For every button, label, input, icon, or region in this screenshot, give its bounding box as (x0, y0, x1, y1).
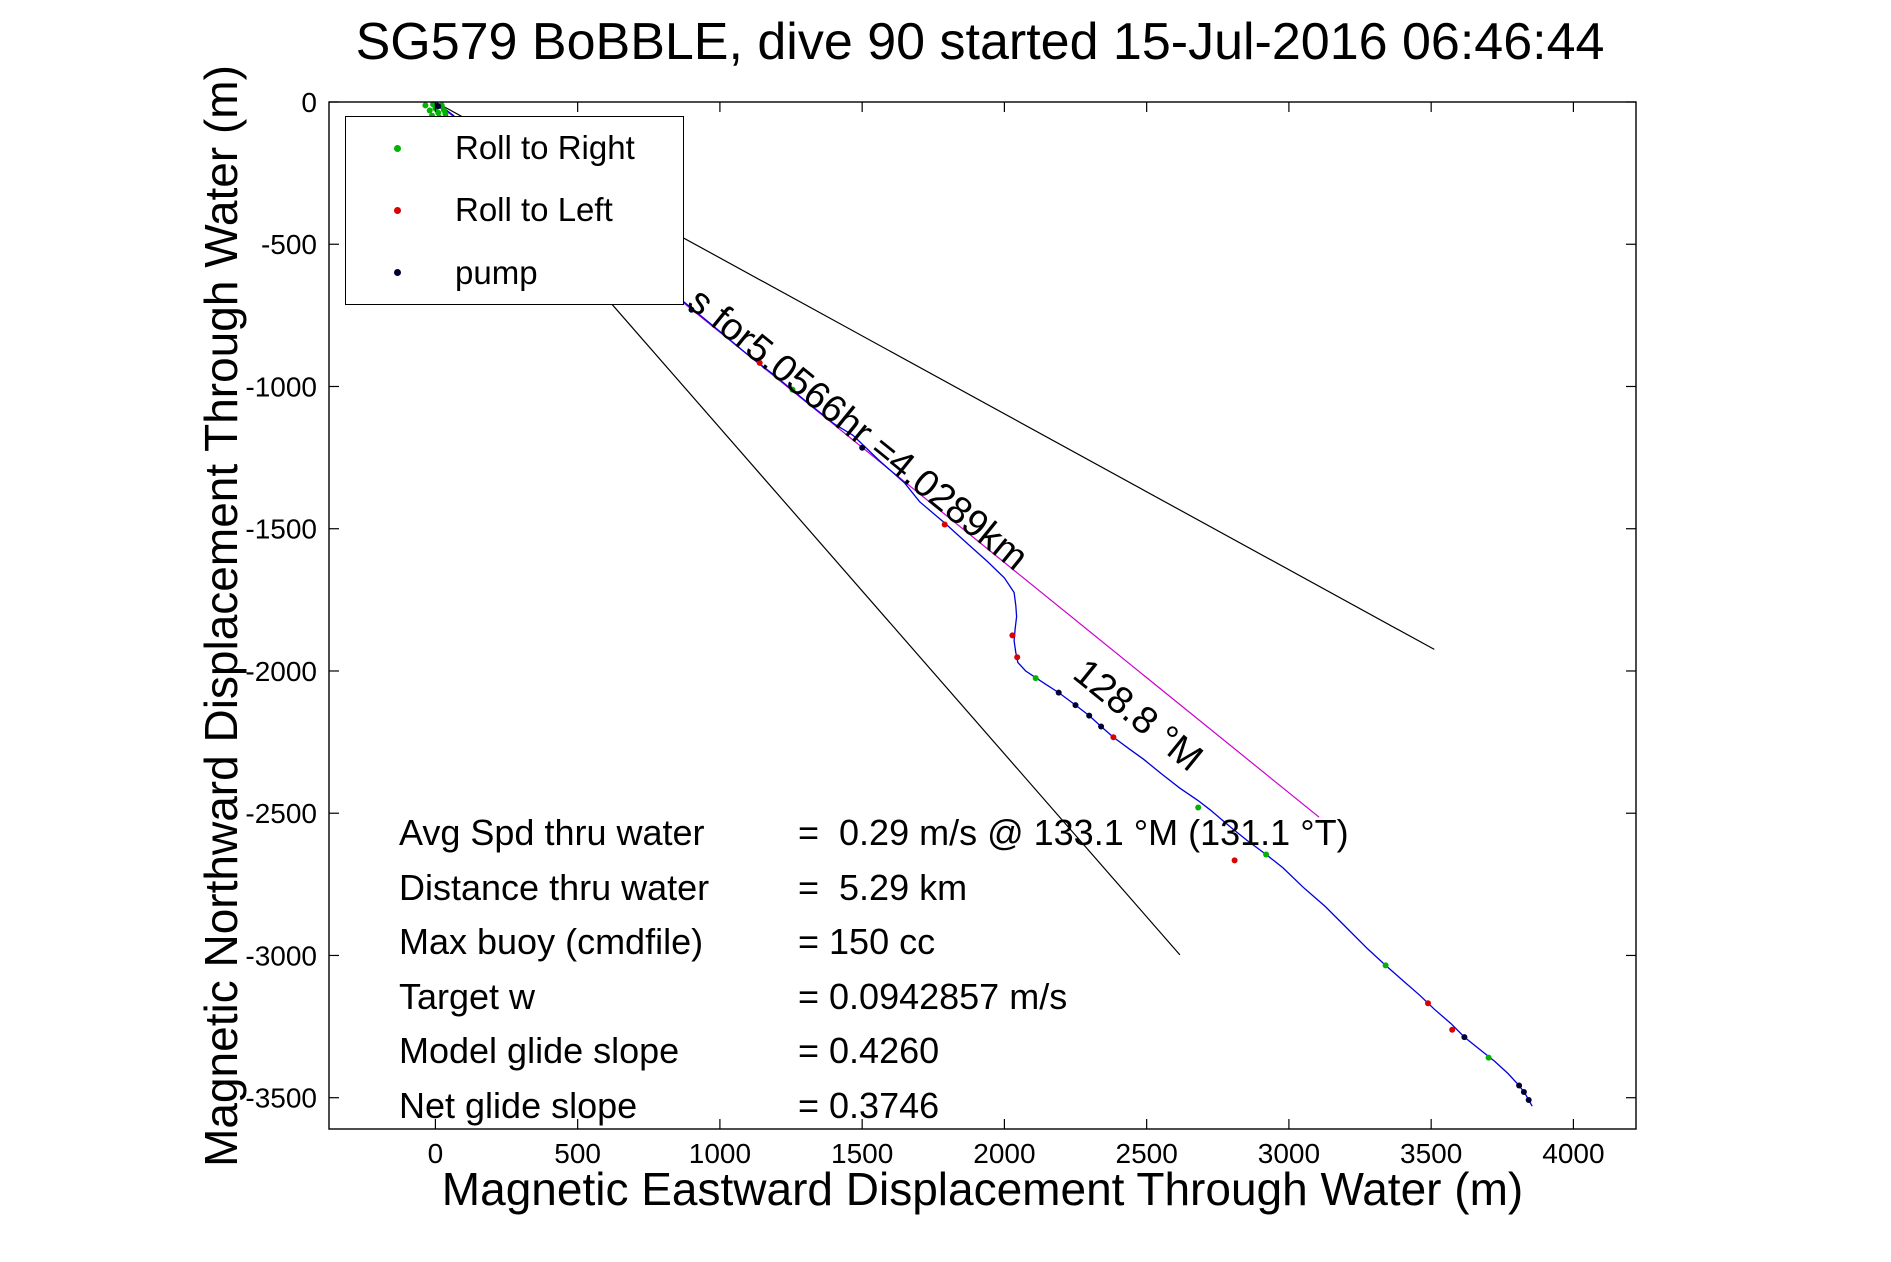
y-tick-label: -500 (261, 229, 317, 260)
event-dot (859, 444, 866, 451)
stat-value: = 150 cc (798, 921, 936, 963)
legend-item-roll-to-left: Roll to Left (346, 179, 683, 241)
event-dot (426, 107, 433, 114)
legend-label-pump: pump (455, 253, 538, 291)
x-axis-label: Magnetic Eastward Displacement Through W… (441, 1163, 1524, 1215)
legend-label-roll-to-left: Roll to Left (455, 191, 613, 229)
event-dot (1195, 804, 1202, 811)
event-dot (1525, 1097, 1532, 1103)
stat-value: = 0.4260 (798, 1030, 940, 1072)
event-dot (1009, 632, 1016, 639)
stat-value: = 0.3746 (798, 1084, 940, 1126)
y-tick-label: -1000 (245, 371, 317, 402)
stat-value: = 0.29 m/s @ 133.1 °M (131.1 °T) (798, 812, 1349, 853)
legend-item-roll-to-right: Roll to Right (346, 117, 683, 179)
pump-dot-icon (394, 269, 401, 277)
stat-label: Distance thru water (399, 866, 710, 908)
roll-to-left-dot-icon (394, 206, 401, 214)
x-tick-label: 3000 (1258, 1138, 1320, 1169)
stat-label: Target w (399, 975, 536, 1017)
roll-to-right-dot-icon (394, 144, 401, 152)
event-dot (1520, 1089, 1527, 1095)
event-dot (1461, 1034, 1468, 1041)
stat-row-net-glide-slope: Net glide slope = 0.3746 (399, 1085, 1349, 1140)
y-axis-label: Magnetic Northward Displacement Through … (195, 65, 247, 1167)
event-dot (422, 102, 429, 109)
event-dot (1032, 675, 1039, 682)
stats-block: Avg Spd thru water = 0.29 m/s @ 133.1 °M… (399, 812, 1349, 1140)
event-dot (1231, 857, 1238, 864)
legend: Roll to Right Roll to Left pump (345, 116, 684, 305)
stat-label: Avg Spd thru water (399, 812, 705, 853)
axes-box (328, 101, 1637, 1130)
stat-label: Model glide slope (399, 1030, 680, 1072)
stat-row-avg-speed: Avg Spd thru water = 0.29 m/s @ 133.1 °M… (399, 812, 1349, 867)
event-dot (1014, 654, 1021, 661)
y-tick-label: -2500 (245, 798, 317, 829)
stat-label: Max buoy (cmdfile) (399, 921, 704, 963)
x-tick-label: 1000 (689, 1138, 751, 1169)
event-dot (1263, 851, 1270, 858)
y-tick-label: -1500 (245, 514, 317, 545)
x-tick-label: 3500 (1400, 1138, 1462, 1169)
chart-title: SG579 BoBBLE, dive 90 started 15-Jul-201… (355, 13, 1605, 71)
y-tick-label: 0 (301, 87, 317, 118)
event-dot (435, 103, 442, 110)
stat-row-max-buoy: Max buoy (cmdfile) = 150 cc (399, 921, 1349, 976)
x-tick-label: 2000 (973, 1138, 1035, 1169)
event-dot (688, 306, 695, 313)
legend-label-roll-to-right: Roll to Right (455, 129, 635, 167)
x-tick-label: 2500 (1116, 1138, 1178, 1169)
event-dot (1110, 734, 1117, 741)
stat-row-model-glide-slope: Model glide slope = 0.4260 (399, 1030, 1349, 1085)
event-dot (1098, 723, 1105, 730)
stat-value: = 5.29 km (798, 866, 968, 908)
x-tick-label: 4000 (1542, 1138, 1604, 1169)
event-dot (1072, 702, 1079, 709)
legend-item-pump: pump (346, 242, 683, 304)
event-dot (1055, 689, 1062, 696)
event-dot (789, 386, 796, 393)
event-dot (756, 359, 763, 366)
x-tick-label: 1500 (831, 1138, 893, 1169)
event-dot (1086, 712, 1093, 719)
event-dot (941, 521, 948, 528)
stat-value: = 0.0942857 m/s (798, 975, 1068, 1017)
event-dot (1382, 962, 1389, 969)
event-dot (442, 110, 449, 117)
x-tick-label: 0 (428, 1138, 444, 1169)
stat-label: Net glide slope (399, 1084, 638, 1126)
event-dot (435, 109, 442, 116)
event-dot (1516, 1082, 1523, 1089)
event-dot (1425, 1000, 1431, 1007)
track-annotation: s for5.0566hr =4.0289km (680, 280, 1036, 579)
y-tick-label: -2000 (245, 656, 317, 687)
stat-row-target-w: Target w = 0.0942857 m/s (399, 976, 1349, 1031)
y-tick-label: -3000 (245, 940, 317, 971)
stat-row-distance: Distance thru water = 5.29 km (399, 867, 1349, 922)
event-dot (1485, 1054, 1492, 1061)
y-tick-label: -3500 (245, 1083, 317, 1114)
event-dot (1449, 1026, 1456, 1033)
x-tick-label: 500 (554, 1138, 601, 1169)
